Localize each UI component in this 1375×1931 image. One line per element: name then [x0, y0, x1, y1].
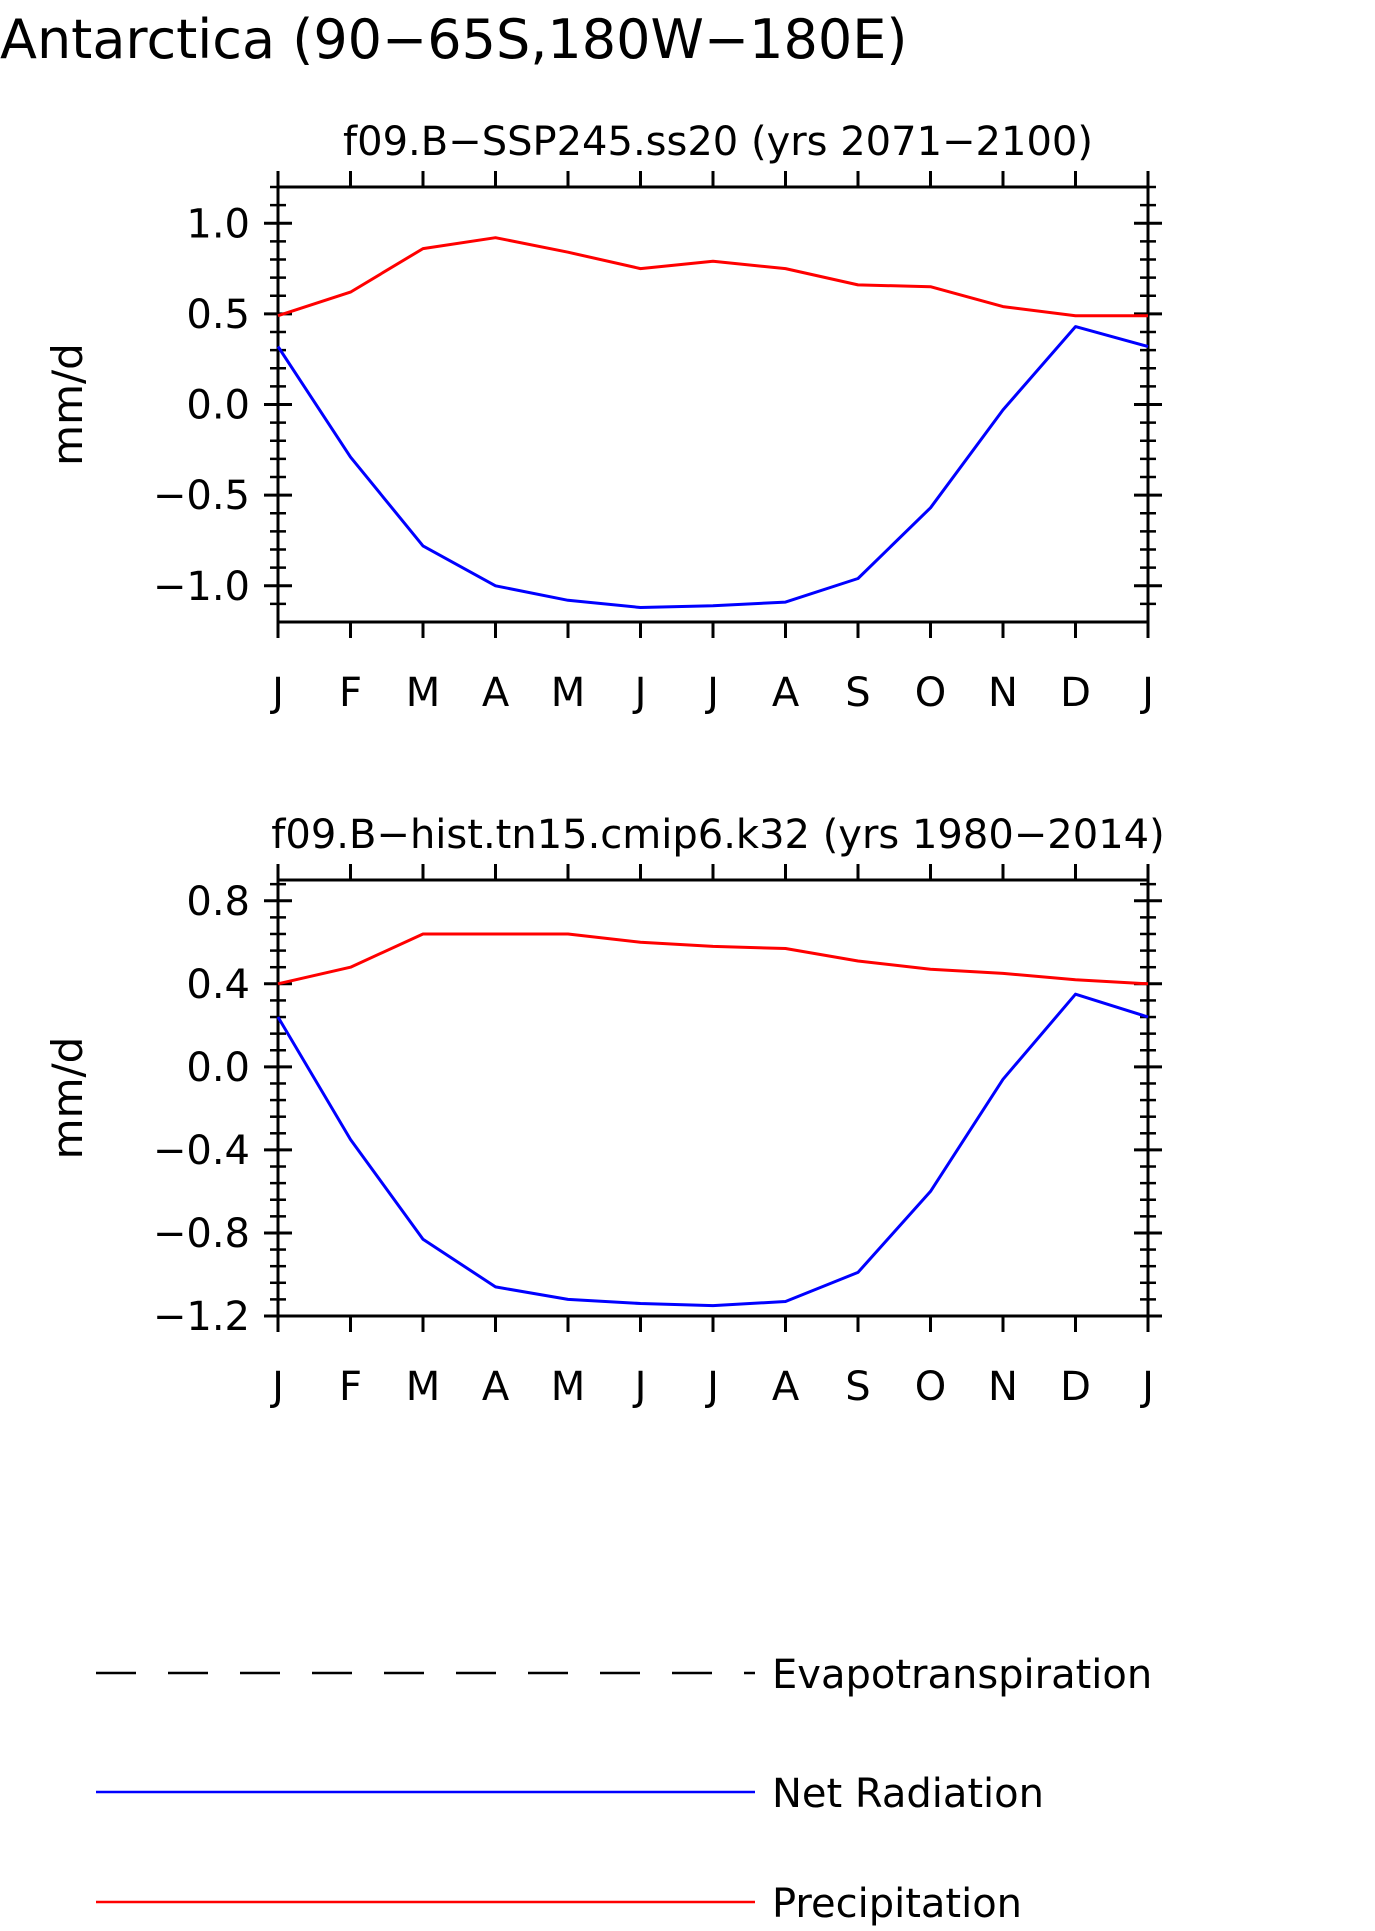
- x-tick-label: A: [772, 1364, 800, 1410]
- y-tick-label: −0.8: [153, 1211, 250, 1257]
- series-line-net-radiation: [276, 992, 1149, 1308]
- x-tick-label: S: [845, 670, 870, 716]
- x-tick-label: D: [1060, 1364, 1091, 1410]
- legend-label-evapotranspiration: Evapotranspiration: [772, 1652, 1152, 1698]
- figure-title: Antarctica (90−65S,180W−180E): [0, 8, 907, 71]
- x-tick-label: N: [988, 670, 1018, 716]
- x-tick-label: J: [269, 670, 284, 716]
- series-line-net-radiation: [276, 325, 1149, 609]
- x-tick-label: S: [845, 1364, 870, 1410]
- x-tick-label: J: [704, 1364, 719, 1410]
- y-tick-label: 0.4: [186, 962, 250, 1008]
- chart-panel-top: f09.B−SSP245.ss20 (yrs 2071−2100)J F M A M J J…: [43, 119, 1162, 716]
- x-tick-label: J: [269, 1364, 284, 1410]
- y-tick-label: −1.0: [153, 564, 250, 610]
- x-tick-label: J: [704, 670, 719, 716]
- x-tick-label: F: [339, 1364, 362, 1410]
- y-tick-label: 0.0: [186, 383, 250, 429]
- y-axis-label: mm/d: [43, 343, 92, 466]
- x-tick-label: J: [1139, 1364, 1154, 1410]
- y-tick-label: 0.5: [186, 292, 250, 338]
- legend-label-net-radiation: Net Radiation: [772, 1771, 1044, 1817]
- x-tick-label: A: [482, 670, 510, 716]
- y-tick-label: −0.5: [153, 473, 250, 519]
- x-tick-label: J: [632, 1364, 647, 1410]
- y-tick-label: −1.2: [153, 1294, 250, 1340]
- x-tick-label: M: [551, 670, 586, 716]
- legend-label-precipitation: Precipitation: [772, 1881, 1022, 1927]
- x-tick-label: A: [482, 1364, 510, 1410]
- x-tick-label: F: [339, 670, 362, 716]
- y-tick-label: −0.4: [153, 1128, 250, 1174]
- panel-title: f09.B−hist.tn15.cmip6.k32 (yrs 1980−2014…: [271, 812, 1164, 858]
- panel-title: f09.B−SSP245.ss20 (yrs 2071−2100): [343, 119, 1093, 165]
- x-tick-label: M: [551, 1364, 586, 1410]
- x-tick-label: O: [915, 1364, 946, 1410]
- legend: Evapotranspiration Net Radiation Precipita…: [96, 1652, 1152, 1927]
- x-tick-label: J: [1139, 670, 1154, 716]
- plot-frame: [276, 185, 1150, 624]
- y-tick-label: 0.0: [186, 1045, 250, 1091]
- x-tick-label: M: [406, 670, 441, 716]
- y-axis-label: mm/d: [43, 1037, 92, 1160]
- x-tick-label: A: [772, 670, 800, 716]
- series-line-precipitation: [277, 236, 1148, 318]
- series-line-precipitation: [277, 932, 1149, 986]
- x-tick-label: J: [632, 670, 647, 716]
- x-tick-label: D: [1060, 670, 1091, 716]
- x-tick-label: M: [406, 1364, 441, 1410]
- x-tick-label: O: [915, 670, 946, 716]
- chart-panel-bottom: f09.B−hist.tn15.cmip6.k32 (yrs 1980−2014…: [43, 812, 1165, 1410]
- y-tick-label: 0.8: [186, 879, 250, 925]
- x-tick-label: N: [988, 1364, 1018, 1410]
- y-tick-label: 1.0: [186, 201, 250, 247]
